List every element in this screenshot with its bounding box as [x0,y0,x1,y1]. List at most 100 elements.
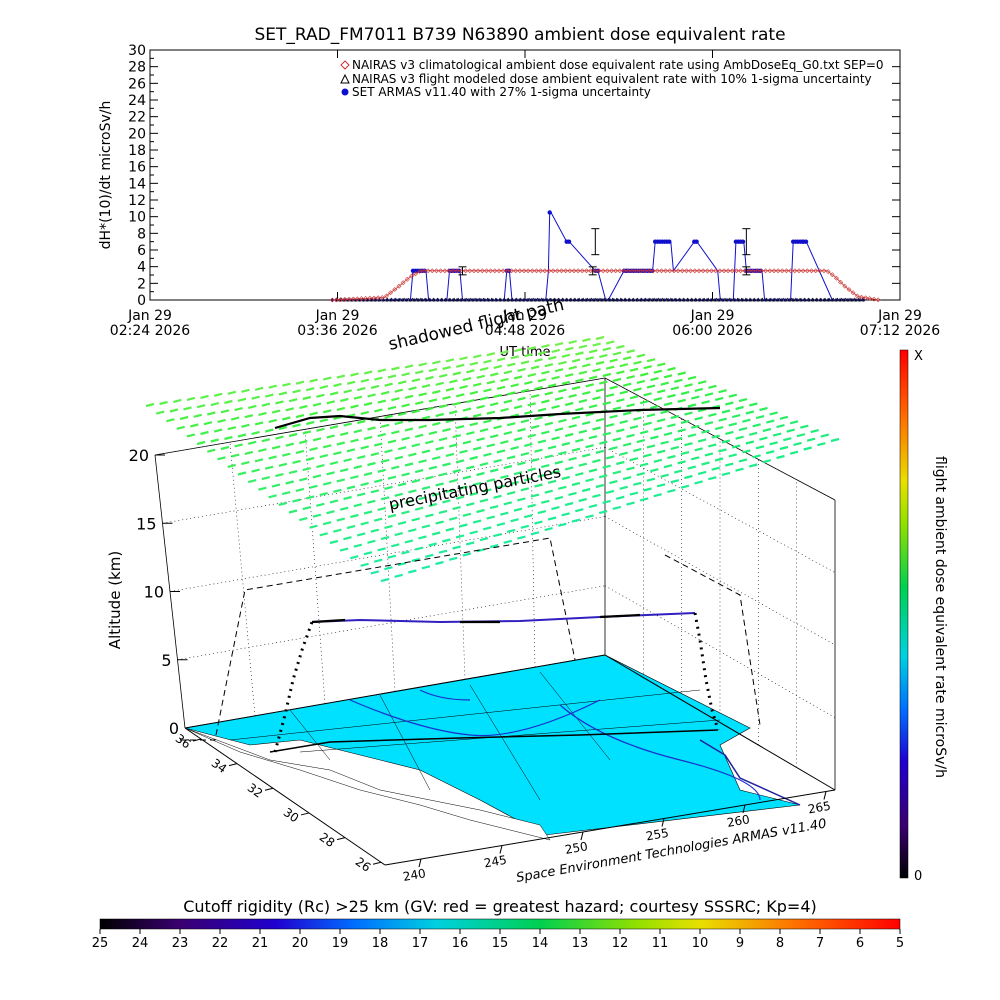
particle-mark [667,366,676,372]
altitude-axis: 0 5 10 15 20 [129,446,195,738]
rigidity-tick-label: 17 [412,936,429,951]
rigidity-tick-label: 9 [736,936,744,951]
particle-mark [452,545,461,550]
particle-mark [496,522,506,527]
particle-mark [670,386,680,391]
nairas-flight-point [481,297,486,302]
particle-mark [418,392,427,397]
particle-mark [578,344,588,349]
particle-mark [268,384,277,389]
particle-mark [629,457,639,462]
particle-mark [265,428,274,433]
particle-mark [367,393,376,398]
particle-mark [629,395,639,400]
dose-colorbar-title: flight ambient dose equivalent rate micr… [932,456,948,778]
particle-mark [493,458,502,463]
particle-mark [490,372,499,377]
particle-mark [554,342,564,347]
nairas-flight-point [485,297,490,302]
particle-mark [333,488,342,493]
particle-mark [466,399,475,404]
particle-mark [448,516,458,521]
particle-mark [500,350,509,355]
particle-mark [817,442,826,447]
particle-mark [394,421,404,426]
particle-mark [513,507,523,512]
x-tick-label-time: 06:00 2026 [672,323,753,339]
particle-mark [159,400,168,406]
particle-mark [469,530,478,535]
particle-mark [357,455,366,460]
particle-mark [261,438,271,443]
particle-mark [578,399,588,404]
particle-mark [387,475,397,480]
nairas-flight-point [664,297,669,302]
cutoff-rigidity-colorbar: Cutoff rigidity (Rc) >25 km (GV: red = g… [92,897,904,951]
particle-mark [442,427,451,433]
latitude-tick-label: 26 [353,854,374,874]
cruise-segment-dark [311,613,641,624]
particle-mark [316,393,325,398]
projected-path-right [664,554,761,726]
y-tick-label: 10 [128,210,146,226]
particle-mark [612,377,622,382]
particle-mark [193,413,202,418]
particle-mark [506,528,516,533]
longitude-axis: 240 245 250 255 260 265 [402,791,832,884]
particle-mark [251,468,260,473]
particle-mark [421,485,431,490]
particle-mark [397,562,407,567]
longitude-tick-label: 250 [564,839,589,857]
particle-mark [305,456,315,462]
nairas-flight-point [356,297,361,302]
particle-mark [673,436,683,442]
particle-mark [558,360,567,365]
particle-mark [285,442,294,447]
particle-mark [561,380,571,385]
particle-mark [360,521,369,526]
particle-mark [537,378,547,383]
particle-mark [394,532,403,537]
particle-mark [374,408,383,413]
back-grid-line [169,516,606,592]
particle-mark [374,442,383,447]
triangle-marker-icon [340,73,350,84]
particle-mark [616,460,625,466]
particle-mark [510,446,519,451]
nairas-flight-point [781,297,786,302]
particle-mark [602,499,611,504]
particle-mark [353,503,363,508]
particle-mark [479,428,489,433]
flight-3d-view: 0 5 10 15 20 Altitude (km) [106,295,840,886]
particle-mark [704,421,714,426]
particle-mark [462,512,472,517]
nairas-flight-point [535,297,540,302]
particle-mark [489,434,499,439]
nairas-flight-point [731,297,736,302]
particle-mark [650,468,659,473]
particle-mark [517,367,526,372]
nairas-flight-point [539,297,544,302]
legend-label: NAIRAS v3 climatological ambient dose eq… [352,58,884,72]
particle-mark [483,452,492,457]
particle-mark [554,427,564,432]
nairas-flight-point [468,297,473,302]
particle-mark [534,386,543,391]
particle-mark [571,385,581,391]
particle-mark [316,427,325,432]
particle-mark [421,524,431,529]
diamond-marker-icon [340,60,350,70]
particle-mark [489,468,499,473]
nairas-flight-point [593,297,598,302]
particle-mark [564,501,574,507]
particle-mark [302,395,312,401]
particle-mark [145,402,155,408]
nairas-flight-point [402,297,407,302]
particle-mark [408,452,417,457]
particle-mark [312,513,322,518]
particle-mark [500,511,509,516]
particle-mark [210,402,220,407]
particle-mark [292,459,301,464]
nairas-flight-point [718,297,723,302]
particle-mark [230,453,240,458]
